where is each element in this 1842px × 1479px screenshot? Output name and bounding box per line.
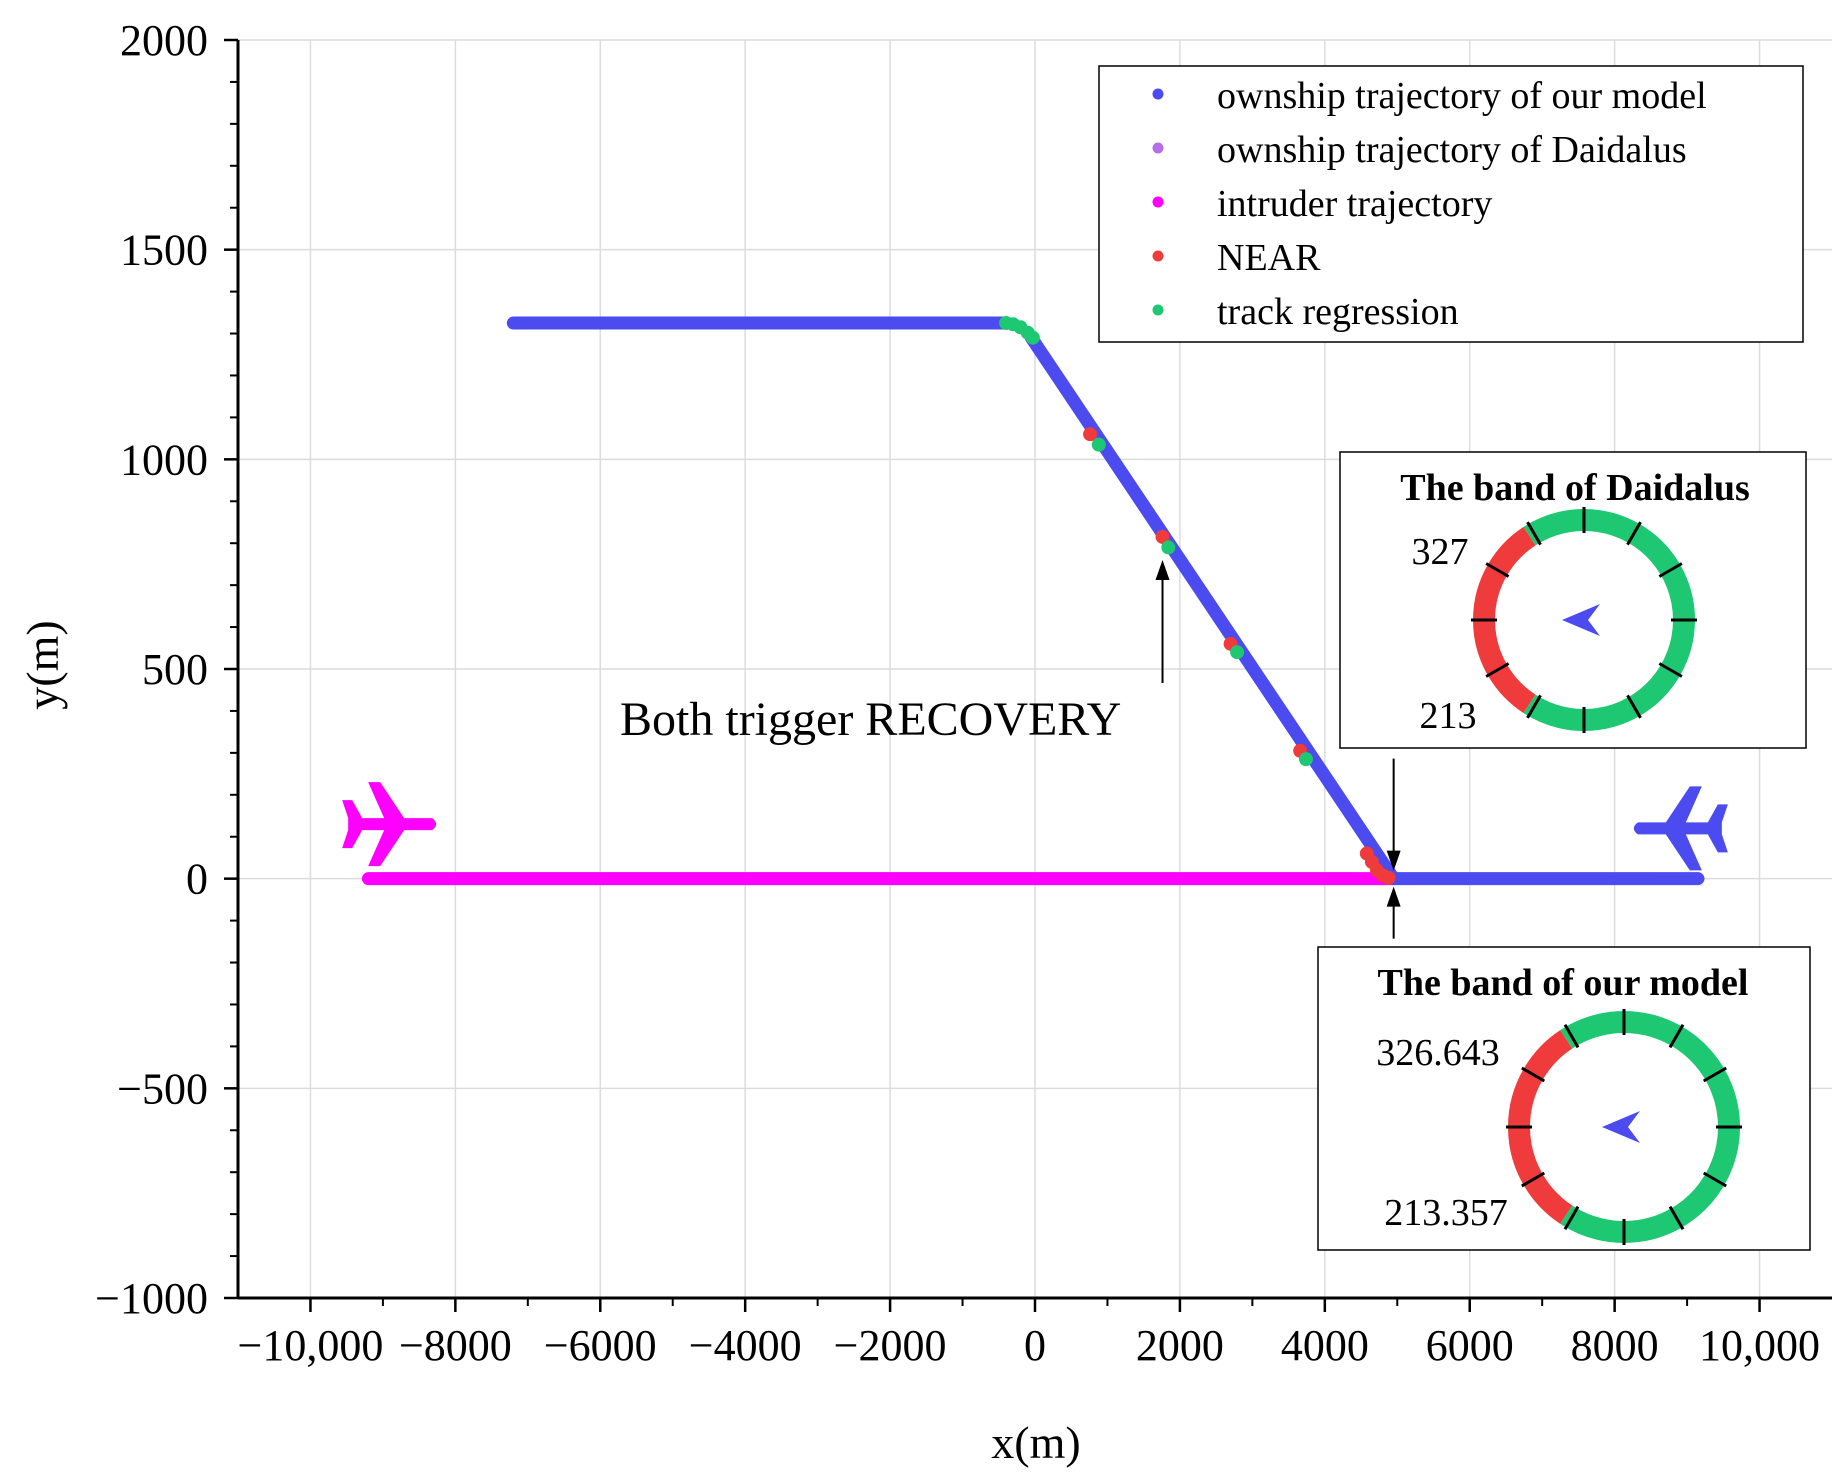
legend-marker: [1152, 304, 1164, 316]
band-tick: [1485, 562, 1510, 578]
track-regression-point: [1161, 540, 1176, 555]
y-tick-label: −500: [117, 1064, 208, 1113]
axes: [224, 38, 1832, 1312]
intruder-aircraft-icon: [342, 782, 437, 867]
track-regression-point: [1025, 330, 1040, 345]
aircraft-icons: [342, 782, 1728, 871]
x-tick-label: −2000: [834, 1321, 947, 1370]
near-point: [1155, 529, 1170, 544]
band-tick: [1521, 1066, 1546, 1083]
legend-label: ownship trajectory of Daidalus: [1217, 129, 1687, 171]
up-arrow-head: [1386, 886, 1401, 907]
y-tick-label: 0: [186, 855, 208, 904]
band-tick: [1526, 521, 1542, 546]
band-tick: [1668, 1024, 1685, 1049]
near-point: [1083, 427, 1098, 442]
y-tick-label: 500: [142, 645, 208, 694]
y-tick-label: 1000: [120, 435, 208, 484]
band-tick: [1485, 662, 1510, 678]
band-tick: [1521, 1171, 1546, 1188]
legend-items: ownship trajectory of our model ownship t…: [1152, 75, 1707, 333]
aircraft-shape: [342, 782, 437, 867]
band-tick: [1526, 694, 1542, 719]
x-tick-label: 10,000: [1699, 1321, 1820, 1370]
conflict-point-arrows: [1386, 758, 1401, 939]
legend-box: [1098, 65, 1804, 343]
daidalus-upper-label: 327: [1412, 531, 1469, 573]
daidalus-inset-title: The band of Daidalus: [1400, 467, 1750, 509]
ownship-aircraft-icon: [1633, 786, 1728, 871]
legend-marker: [1152, 250, 1164, 262]
daidalus-lower-label: 213: [1420, 695, 1477, 737]
daidalus-inset-box: [1339, 451, 1807, 749]
x-tick-label: −4000: [689, 1321, 802, 1370]
x-tick-label: −6000: [544, 1321, 657, 1370]
band-tick: [1668, 1205, 1685, 1230]
model-upper-label: 326.643: [1376, 1032, 1500, 1074]
band-tick: [1563, 1024, 1580, 1049]
model-band-inset: The band of our model 326.643 213.357: [1317, 946, 1811, 1251]
legend-label: ownship trajectory of our model: [1217, 75, 1707, 117]
band-tick: [1626, 521, 1642, 546]
y-tick-label: 1500: [120, 226, 208, 275]
band-tick: [1563, 1205, 1580, 1230]
tick-labels: −10,000 −8000 −6000 −4000 −2000 0 2000 4000 6000…: [95, 16, 1820, 1370]
x-tick-label: 6000: [1426, 1321, 1514, 1370]
model-band-ring: [1506, 1009, 1742, 1245]
x-axis-label: x(m): [991, 1417, 1080, 1468]
x-tick-label: 4000: [1281, 1321, 1369, 1370]
model-lower-label: 213.357: [1384, 1192, 1508, 1234]
x-tick-label: −8000: [399, 1321, 512, 1370]
legend-label: track regression: [1217, 291, 1459, 333]
legend-marker: [1152, 196, 1164, 208]
band-tick: [1626, 694, 1642, 719]
legend-label: intruder trajectory: [1217, 183, 1492, 225]
recovery-arrow-head: [1155, 559, 1170, 580]
legend-marker: [1152, 88, 1164, 100]
track-regression-point: [1298, 752, 1313, 767]
recovery-annotation: Both trigger RECOVERY: [620, 559, 1170, 746]
x-tick-label: 0: [1024, 1321, 1046, 1370]
near-point: [1381, 870, 1396, 885]
band-tick: [1658, 562, 1683, 578]
ownship-heading-icon: [1562, 604, 1600, 636]
recovery-annotation-text: Both trigger RECOVERY: [620, 693, 1121, 746]
x-tick-label: 8000: [1571, 1321, 1659, 1370]
legend-label: NEAR: [1217, 237, 1321, 279]
series-layer: [361, 316, 1705, 886]
aircraft-shape: [1633, 786, 1728, 871]
track-regression-point: [1230, 645, 1245, 660]
daidalus-band-inset: The band of Daidalus 327 213: [1339, 451, 1807, 749]
model-inset-title: The band of our model: [1378, 962, 1749, 1004]
band-tick: [1702, 1171, 1727, 1188]
legend: ownship trajectory of our model ownship t…: [1098, 65, 1804, 343]
down-arrow-head: [1386, 850, 1401, 871]
daidalus-band-ring: [1471, 507, 1697, 733]
track-regression-point: [1091, 437, 1106, 452]
y-tick-label: 2000: [120, 16, 208, 65]
legend-marker: [1152, 142, 1164, 154]
band-tick: [1702, 1066, 1727, 1083]
y-tick-label: −1000: [95, 1274, 208, 1323]
band-tick: [1658, 662, 1683, 678]
x-tick-label: −10,000: [238, 1321, 384, 1370]
y-axis-label: y(m): [17, 620, 68, 709]
ownship-heading-icon: [1602, 1111, 1640, 1143]
x-tick-label: 2000: [1136, 1321, 1224, 1370]
